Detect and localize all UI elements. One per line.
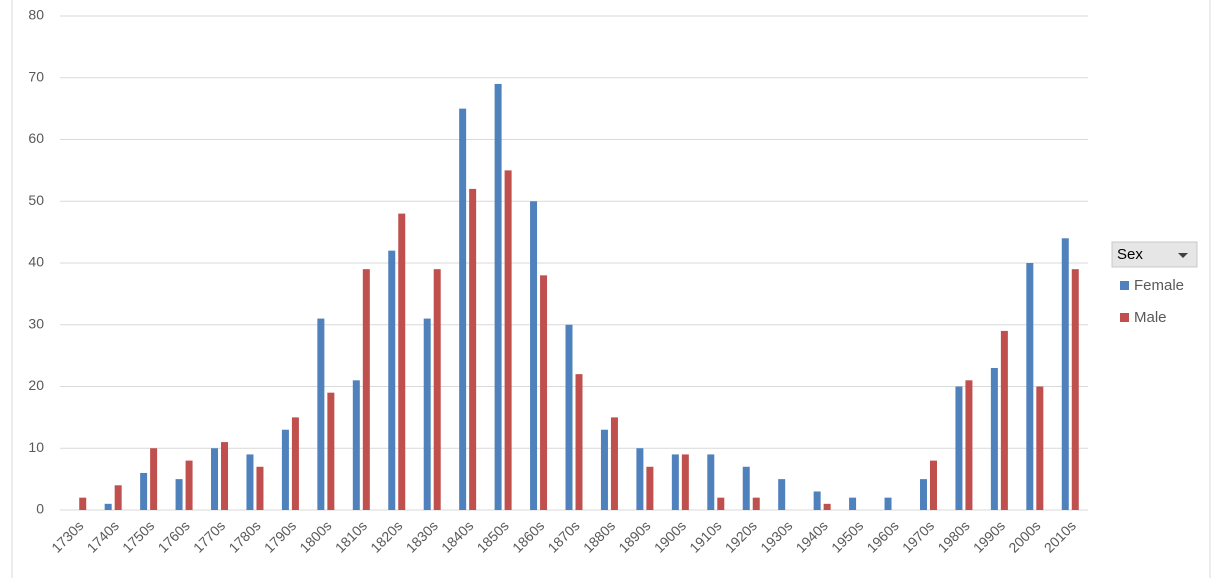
bar	[707, 454, 715, 510]
y-tick-label: 20	[28, 377, 44, 393]
bar	[281, 429, 289, 510]
bar	[185, 460, 193, 510]
bar	[114, 485, 122, 510]
bar	[150, 448, 158, 510]
bar	[246, 454, 254, 510]
bar	[221, 442, 229, 510]
bar	[778, 479, 786, 510]
legend-title: Sex	[1117, 246, 1143, 263]
y-tick-label: 50	[28, 192, 44, 208]
y-tick-label: 10	[28, 439, 44, 455]
bar	[681, 454, 689, 510]
bar	[317, 318, 325, 510]
bar	[291, 417, 299, 510]
bar	[459, 108, 467, 510]
legend-swatch	[1120, 313, 1129, 322]
bar	[646, 466, 654, 510]
bar	[919, 479, 927, 510]
bar	[327, 392, 335, 510]
legend-label: Male	[1134, 309, 1167, 326]
bar	[671, 454, 679, 510]
bar	[990, 367, 998, 510]
y-tick-label: 30	[28, 315, 44, 331]
bar	[823, 503, 831, 510]
bar	[565, 324, 573, 510]
bar	[352, 380, 360, 510]
bar	[175, 479, 183, 510]
bar	[636, 448, 644, 510]
bar	[717, 497, 725, 510]
bar	[256, 466, 264, 510]
dropdown-button[interactable]	[1178, 253, 1188, 258]
bar	[398, 213, 406, 510]
y-tick-label: 40	[28, 254, 44, 270]
bar	[1026, 263, 1034, 510]
bar	[813, 491, 821, 510]
bar	[388, 250, 396, 510]
legend-label: Female	[1134, 277, 1184, 294]
bar	[600, 429, 608, 510]
bar	[494, 83, 502, 511]
legend: Sex	[1111, 241, 1198, 268]
bar	[575, 374, 583, 510]
bar	[884, 497, 892, 510]
y-tick-label: 70	[28, 68, 44, 84]
bar	[742, 466, 750, 510]
bar	[1071, 269, 1079, 510]
y-tick-label: 80	[28, 7, 44, 23]
bar	[211, 448, 219, 510]
bar	[140, 472, 148, 510]
bar	[610, 417, 618, 510]
bar	[104, 503, 112, 510]
legend-swatch	[1120, 281, 1129, 290]
bar	[504, 170, 512, 510]
bar	[965, 380, 973, 510]
bar	[469, 188, 477, 510]
bar	[540, 275, 548, 510]
bar	[362, 269, 370, 510]
bar	[1036, 386, 1044, 510]
bar	[79, 497, 87, 510]
bar	[929, 460, 937, 510]
bar	[1061, 238, 1069, 511]
y-tick-label: 60	[28, 130, 44, 146]
bar	[433, 269, 441, 510]
bar	[423, 318, 431, 510]
bar	[1000, 330, 1008, 510]
y-tick-label: 0	[36, 501, 44, 517]
bar	[849, 497, 857, 510]
bar	[955, 386, 963, 510]
bar	[530, 201, 538, 510]
bar	[752, 497, 760, 510]
